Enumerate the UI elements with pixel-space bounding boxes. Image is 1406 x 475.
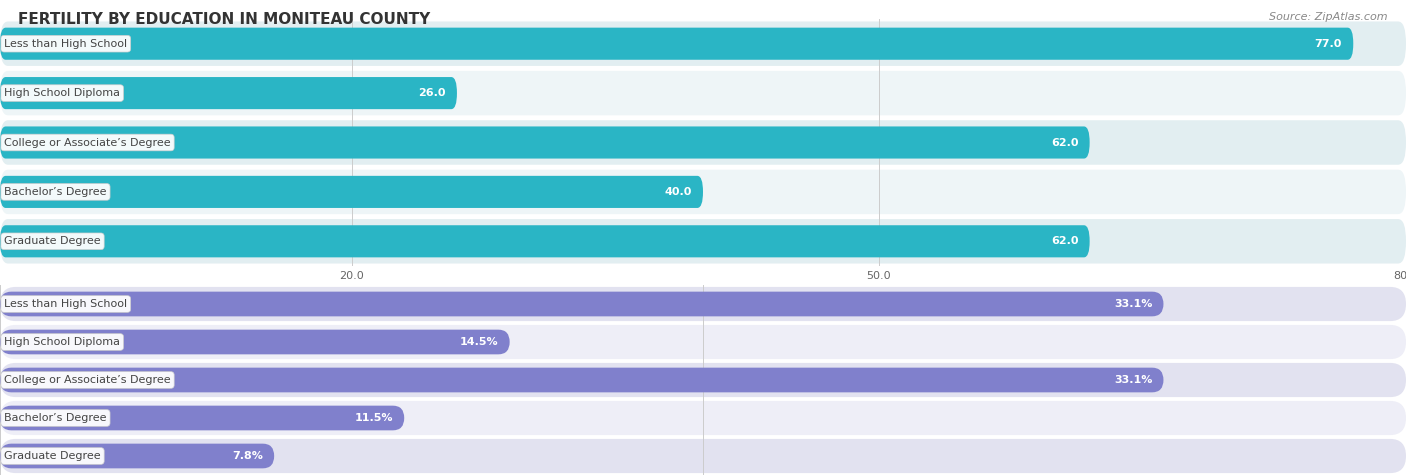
Text: 62.0: 62.0 (1050, 236, 1078, 247)
Text: College or Associate’s Degree: College or Associate’s Degree (4, 137, 172, 148)
FancyBboxPatch shape (0, 368, 1164, 392)
Text: Graduate Degree: Graduate Degree (4, 451, 101, 461)
Text: 33.1%: 33.1% (1114, 375, 1153, 385)
Text: College or Associate’s Degree: College or Associate’s Degree (4, 375, 172, 385)
FancyBboxPatch shape (0, 325, 1406, 359)
Text: 26.0: 26.0 (418, 88, 446, 98)
FancyBboxPatch shape (0, 126, 1090, 159)
Text: 40.0: 40.0 (665, 187, 692, 197)
Text: FERTILITY BY EDUCATION IN MONITEAU COUNTY: FERTILITY BY EDUCATION IN MONITEAU COUNT… (18, 12, 430, 27)
FancyBboxPatch shape (0, 401, 1406, 435)
FancyBboxPatch shape (0, 120, 1406, 165)
FancyBboxPatch shape (0, 439, 1406, 473)
Text: Source: ZipAtlas.com: Source: ZipAtlas.com (1270, 12, 1388, 22)
FancyBboxPatch shape (0, 170, 1406, 214)
Text: 33.1%: 33.1% (1114, 299, 1153, 309)
FancyBboxPatch shape (0, 176, 703, 208)
Text: 11.5%: 11.5% (354, 413, 392, 423)
FancyBboxPatch shape (0, 219, 1406, 264)
Text: Bachelor’s Degree: Bachelor’s Degree (4, 187, 107, 197)
Text: Less than High School: Less than High School (4, 299, 128, 309)
Text: 14.5%: 14.5% (460, 337, 498, 347)
FancyBboxPatch shape (0, 330, 509, 354)
FancyBboxPatch shape (0, 71, 1406, 115)
FancyBboxPatch shape (0, 406, 405, 430)
Text: High School Diploma: High School Diploma (4, 337, 121, 347)
FancyBboxPatch shape (0, 292, 1164, 316)
Text: Less than High School: Less than High School (4, 38, 128, 49)
FancyBboxPatch shape (0, 225, 1090, 257)
FancyBboxPatch shape (0, 21, 1406, 66)
Text: 7.8%: 7.8% (232, 451, 263, 461)
FancyBboxPatch shape (0, 444, 274, 468)
FancyBboxPatch shape (0, 77, 457, 109)
Text: Graduate Degree: Graduate Degree (4, 236, 101, 247)
FancyBboxPatch shape (0, 287, 1406, 321)
FancyBboxPatch shape (0, 28, 1353, 60)
Text: 62.0: 62.0 (1050, 137, 1078, 148)
Text: 77.0: 77.0 (1315, 38, 1343, 49)
FancyBboxPatch shape (0, 363, 1406, 397)
Text: Bachelor’s Degree: Bachelor’s Degree (4, 413, 107, 423)
Text: High School Diploma: High School Diploma (4, 88, 121, 98)
